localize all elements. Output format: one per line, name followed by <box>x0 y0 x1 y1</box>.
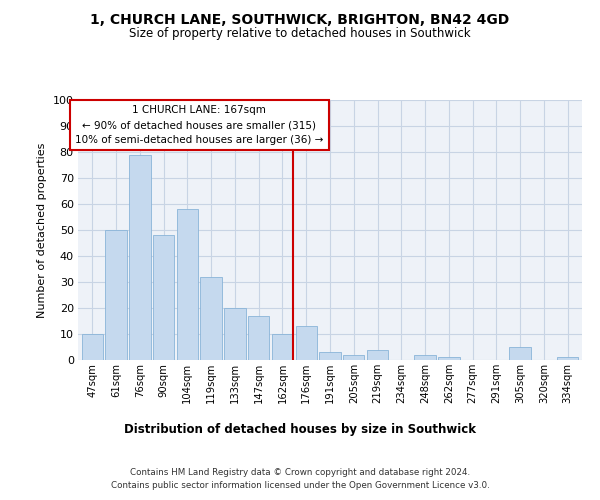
Bar <box>248 316 269 360</box>
Text: 1, CHURCH LANE, SOUTHWICK, BRIGHTON, BN42 4GD: 1, CHURCH LANE, SOUTHWICK, BRIGHTON, BN4… <box>91 12 509 26</box>
Text: Contains public sector information licensed under the Open Government Licence v3: Contains public sector information licen… <box>110 482 490 490</box>
Bar <box>367 350 388 360</box>
Bar <box>438 358 460 360</box>
Bar <box>319 352 341 360</box>
Text: 1 CHURCH LANE: 167sqm
← 90% of detached houses are smaller (315)
10% of semi-det: 1 CHURCH LANE: 167sqm ← 90% of detached … <box>75 105 323 145</box>
Bar <box>557 358 578 360</box>
Bar <box>343 355 364 360</box>
Bar <box>153 235 174 360</box>
Text: Size of property relative to detached houses in Southwick: Size of property relative to detached ho… <box>129 28 471 40</box>
Bar <box>129 154 151 360</box>
Text: Contains HM Land Registry data © Crown copyright and database right 2024.: Contains HM Land Registry data © Crown c… <box>130 468 470 477</box>
Bar <box>415 355 436 360</box>
Bar <box>200 277 222 360</box>
Text: Distribution of detached houses by size in Southwick: Distribution of detached houses by size … <box>124 422 476 436</box>
Bar <box>176 209 198 360</box>
Bar <box>509 347 531 360</box>
Bar <box>296 326 317 360</box>
Bar <box>224 308 245 360</box>
Bar <box>272 334 293 360</box>
Bar <box>82 334 103 360</box>
Y-axis label: Number of detached properties: Number of detached properties <box>37 142 47 318</box>
Bar <box>106 230 127 360</box>
